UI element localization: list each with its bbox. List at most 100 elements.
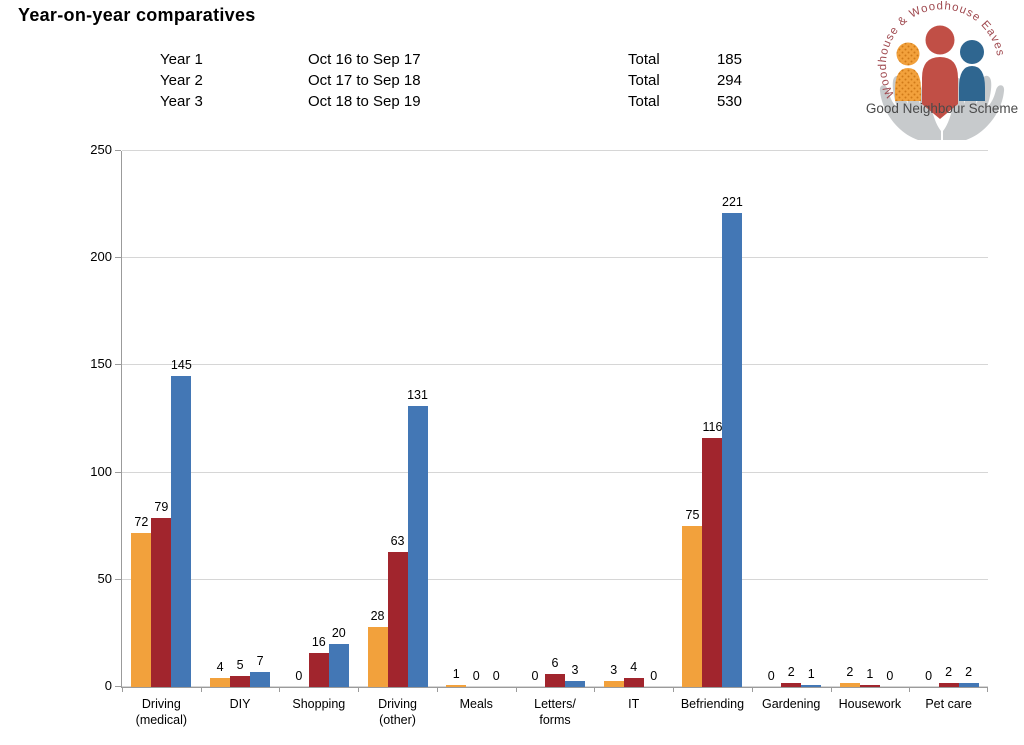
page-title: Year-on-year comparatives (18, 5, 256, 25)
period-label: Oct 16 to Sep 17 (308, 51, 421, 68)
bar-year-3 (958, 682, 979, 687)
bar-value-label: 4 (630, 660, 638, 675)
x-axis-tick (673, 687, 675, 692)
x-axis-tick (200, 687, 202, 692)
bar-value-label: 2 (945, 664, 953, 679)
bar-value-label: 6 (551, 656, 559, 671)
y-axis-tick-label: 50 (97, 570, 112, 586)
bar-year-3 (565, 680, 585, 687)
people-figures-icon (895, 25, 985, 119)
x-axis-category-label: Letters/ forms (534, 697, 576, 727)
summary-row-year3: Year 3 Oct 18 to Sep 19 Total 530 (0, 93, 1024, 114)
bar-value-label: 2 (787, 664, 795, 679)
bar-value-label: 1 (452, 666, 460, 681)
period-label: Oct 18 to Sep 19 (308, 93, 421, 110)
bar-year-2 (938, 682, 959, 687)
bar-value-label: 16 (311, 634, 326, 649)
x-axis-tick (122, 687, 123, 692)
bar-value-label: 3 (571, 662, 579, 677)
x-axis-tick (751, 687, 753, 692)
x-axis-tick (987, 687, 988, 692)
x-axis-category-label: Driving (other) (378, 697, 417, 727)
bar-year-1 (446, 684, 467, 687)
bar-value-label: 5 (236, 658, 244, 673)
x-axis-tick (279, 687, 281, 692)
bar-year-2 (702, 438, 723, 687)
y-axis-tick-label: 0 (104, 678, 112, 693)
bar-value-label: 116 (702, 420, 723, 435)
bar-year-2 (308, 652, 329, 687)
bar-year-1 (210, 678, 231, 687)
bar-year-1 (603, 680, 624, 687)
bar-year-3 (722, 213, 743, 687)
bar-value-label: 72 (134, 514, 149, 529)
bar-year-1 (131, 532, 152, 687)
total-label: Total (628, 51, 660, 68)
bar-value-label: 131 (407, 388, 428, 403)
bar-value-label: 63 (390, 533, 405, 548)
bar-value-label: 1 (807, 666, 815, 681)
year-label: Year 2 (160, 72, 203, 89)
y-axis-tick-label: 250 (90, 142, 112, 157)
gridline (122, 257, 988, 259)
bar-year-3 (801, 684, 822, 687)
blue-person-icon (959, 40, 985, 101)
bar-value-label: 0 (886, 669, 894, 683)
bar-value-label: 0 (650, 669, 658, 683)
year-label: Year 1 (160, 51, 203, 68)
bar-year-2 (623, 678, 644, 687)
bar-year-2 (545, 674, 565, 687)
y-axis-tick (115, 364, 121, 366)
x-axis-category-label: Gardening (761, 697, 821, 711)
x-axis-category-label: Shopping (292, 697, 346, 711)
bar-value-label: 3 (610, 662, 618, 677)
bar-value-label: 0 (492, 669, 500, 683)
bar-year-1 (367, 626, 388, 687)
x-axis-tick (909, 687, 911, 692)
bar-year-3 (171, 376, 192, 687)
x-axis-tick (436, 687, 438, 692)
x-axis-category-label: Driving (medical) (135, 697, 188, 727)
bar-year-3 (328, 644, 349, 687)
y-axis-line (121, 151, 122, 687)
bar-value-label: 0 (925, 669, 933, 683)
bar-value-label: 2 (965, 664, 973, 679)
y-axis-tick-label: 150 (90, 356, 112, 372)
bar-year-2 (387, 551, 408, 687)
bar-value-label: 7 (256, 654, 264, 668)
x-axis-category-label: Pet care (925, 697, 972, 711)
bar-value-label: 0 (295, 669, 303, 683)
y-axis-tick (115, 150, 121, 151)
total-value: 530 (716, 93, 742, 110)
bar-year-2 (781, 682, 802, 687)
bar-year-3 (407, 406, 428, 687)
y-axis-tick (115, 578, 121, 580)
bar-value-label: 0 (767, 669, 775, 683)
bar-value-label: 28 (370, 608, 385, 623)
x-axis-tick (830, 687, 832, 692)
bar-year-2 (151, 517, 172, 687)
y-axis-tick (115, 686, 121, 687)
bar-year-1 (839, 682, 860, 687)
orange-person-icon (895, 42, 921, 101)
gridline (122, 150, 988, 151)
total-value: 294 (716, 72, 742, 89)
x-axis-category-label: Housework (838, 697, 902, 711)
logo-caption: Good Neighbour Scheme (866, 101, 1018, 116)
plot-area: 0 50 100 150 200 250 72 79 145 Driving (medical) 4… (90, 142, 988, 727)
bar-value-label: 1 (866, 666, 874, 681)
total-label: Total (628, 93, 660, 110)
bar-value-label: 145 (170, 358, 192, 373)
x-axis-tick (358, 687, 360, 692)
y-axis-tick (115, 257, 121, 259)
gridline (122, 471, 988, 473)
x-axis-category-label: DIY (229, 697, 251, 711)
total-value: 185 (716, 51, 742, 68)
y-axis-tick-label: 100 (90, 463, 112, 479)
red-person-icon (922, 25, 958, 119)
bar-year-2 (230, 676, 251, 687)
year-label: Year 3 (160, 93, 203, 110)
bar-value-label: 0 (472, 669, 480, 683)
bar-value-label: 4 (216, 660, 224, 675)
y-axis-tick-label: 200 (90, 249, 112, 265)
